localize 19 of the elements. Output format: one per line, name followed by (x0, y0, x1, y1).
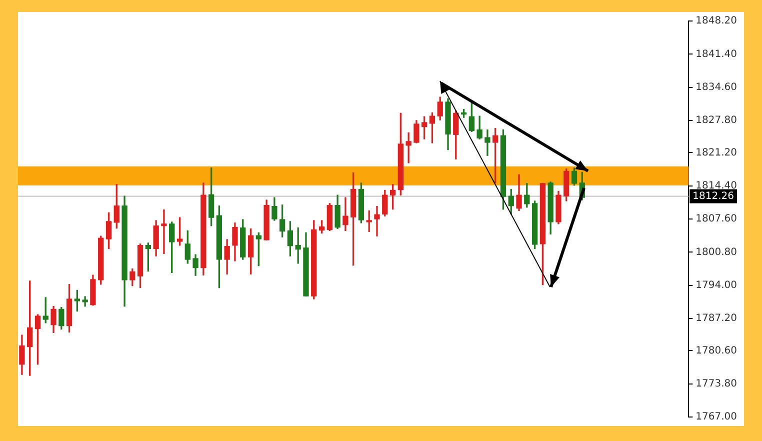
y-tick-label: 1848.20 (696, 16, 738, 27)
y-tick-label: 1841.40 (696, 48, 738, 60)
y-tick-label: 1767.00 (696, 412, 738, 423)
candlestick (374, 206, 380, 236)
y-tick-label: 1814.40 (696, 180, 738, 192)
y-tick-label: 1780.60 (696, 345, 738, 356)
ref-line-label: 1812.26 (692, 190, 734, 202)
y-tick-label: 1807.60 (696, 214, 738, 225)
candlestick (484, 129, 490, 156)
candlestick (161, 209, 167, 254)
y-tick-label: 1787.20 (696, 313, 738, 324)
candlestick (406, 132, 412, 164)
y-tick-label: 1834.60 (696, 82, 738, 93)
y-tick-label: 1773.80 (696, 378, 738, 390)
y-tick-label: 1800.80 (696, 246, 738, 258)
y-tick-label: 1794.00 (696, 280, 738, 291)
y-tick-label: 1827.80 (696, 115, 738, 126)
candlestick (82, 296, 88, 307)
y-tick-label: 1821.20 (696, 147, 738, 158)
